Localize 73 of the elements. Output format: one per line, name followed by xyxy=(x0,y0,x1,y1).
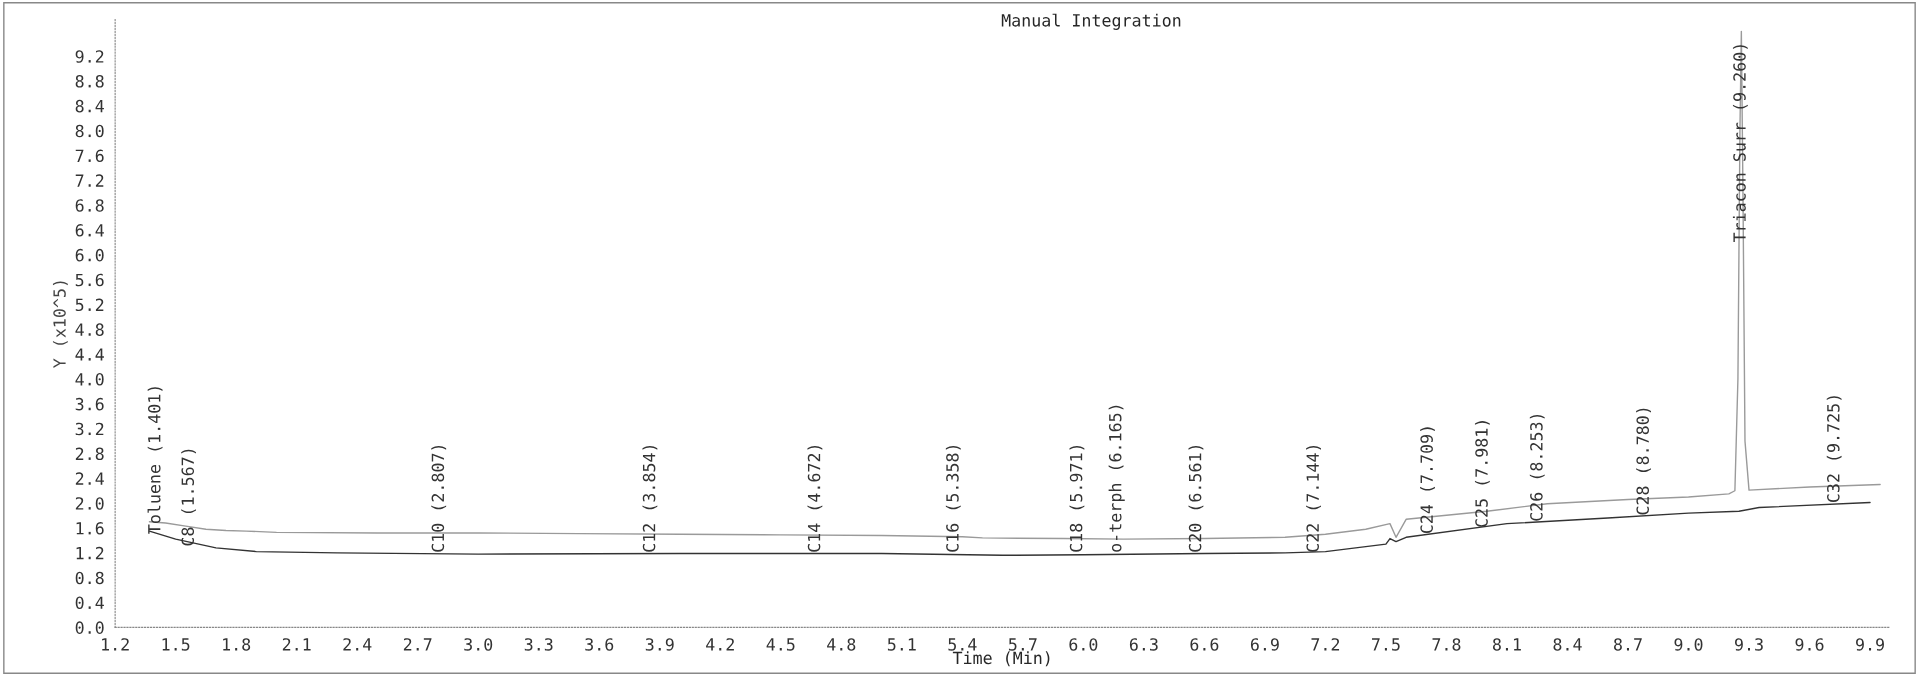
annotation: C28 (8.780) xyxy=(1636,408,1651,515)
x-tick-label: 3.3 xyxy=(524,638,553,651)
x-tick-label: 7.5 xyxy=(1372,638,1400,651)
x-tick-label: 9.9 xyxy=(1856,638,1884,651)
x-tick-label: 6.3 xyxy=(1129,638,1158,651)
annotation: C26 (8.253) xyxy=(1529,414,1545,521)
y-tick-label: 4.0 xyxy=(75,373,104,386)
x-tick-label: 9.6 xyxy=(1795,638,1824,651)
annotation: o-terph (6.165) xyxy=(1108,405,1125,552)
x-tick-label: 5.1 xyxy=(887,638,916,651)
x-tick-label: 8.1 xyxy=(1492,638,1521,651)
x-tick-label: 7.8 xyxy=(1432,638,1461,651)
y-tick-label: 6.0 xyxy=(75,248,104,262)
y-tick-label: 2.4 xyxy=(75,472,104,485)
y-tick-label: 7.2 xyxy=(75,174,104,187)
y-tick-label: 3.6 xyxy=(75,397,104,411)
y-tick-label: 5.6 xyxy=(75,273,104,287)
annotation: Toluene (1.401) xyxy=(147,387,163,534)
y-tick-label: 7.6 xyxy=(75,149,104,163)
y-tick-label: 6.4 xyxy=(75,224,104,237)
x-tick-label: 6.6 xyxy=(1190,638,1219,651)
x-tick-label: 2.4 xyxy=(343,638,372,651)
annotation: C24 (7.709) xyxy=(1420,427,1435,534)
x-tick-label: 2.1 xyxy=(282,638,311,651)
x-tick-label: 1.2 xyxy=(102,638,129,651)
x-tick-label: 3.0 xyxy=(464,638,493,651)
annotation: C8 (1.567) xyxy=(181,449,197,546)
annotation: C22 (7.144) xyxy=(1306,445,1321,552)
x-tick-label: 6.9 xyxy=(1250,638,1279,651)
annotation: C10 (2.807) xyxy=(431,445,447,552)
y-tick-label: 8.8 xyxy=(75,75,104,88)
annotation: C16 (5.358) xyxy=(945,445,961,552)
annotation: C25 (7.981) xyxy=(1474,421,1490,527)
x-tick-label: 8.4 xyxy=(1553,638,1582,651)
y-tick-label: 1.2 xyxy=(76,546,104,560)
annotation: C18 (5.971) xyxy=(1069,445,1085,552)
x-tick-label: 3.6 xyxy=(585,638,614,651)
x-tick-label: 1.8 xyxy=(223,638,251,651)
y-tick-label: 4.4 xyxy=(75,348,104,361)
annotation: C12 (3.854) xyxy=(642,445,658,552)
y-tick-label: 1.6 xyxy=(76,522,104,535)
annotation: C14 (4.672) xyxy=(807,445,823,552)
annotation: C20 (6.561) xyxy=(1188,445,1204,552)
chart-title: Manual Integration xyxy=(1001,13,1181,30)
y-tick-label: 8.4 xyxy=(75,99,104,113)
x-tick-label: 5.7 xyxy=(1008,638,1037,651)
x-tick-label: 9.0 xyxy=(1674,638,1703,651)
x-tick-label: 3.9 xyxy=(645,638,674,651)
x-tick-label: 8.7 xyxy=(1614,638,1642,651)
x-tick-label: 4.8 xyxy=(827,638,856,651)
x-tick-label: 6.0 xyxy=(1069,638,1098,651)
y-tick-label: 4.8 xyxy=(75,323,104,336)
y-tick-label: 2.0 xyxy=(75,497,104,510)
annotation: Triacon Surr (9.260) xyxy=(1732,45,1748,243)
x-tick-label: 5.4 xyxy=(948,638,977,651)
y-axis-title: Y (x10^5) xyxy=(52,281,68,368)
x-tick-label: 7.2 xyxy=(1311,638,1340,651)
y-tick-label: 9.2 xyxy=(75,50,104,63)
x-tick-label: 4.2 xyxy=(706,638,734,651)
y-tick-label: 0.0 xyxy=(75,621,104,634)
x-tick-label: 2.7 xyxy=(403,638,432,651)
y-tick-label: 0.8 xyxy=(75,571,104,585)
y-tick-label: 5.2 xyxy=(75,298,104,312)
x-tick-label: 9.3 xyxy=(1735,638,1763,651)
y-tick-label: 6.8 xyxy=(75,199,104,212)
annotation: C32 (9.725) xyxy=(1826,396,1842,503)
x-axis-title: Time (Min) xyxy=(952,651,1050,667)
y-tick-label: 2.8 xyxy=(75,447,104,461)
y-tick-label: 3.2 xyxy=(75,422,104,436)
y-tick-label: 0.4 xyxy=(75,596,104,610)
x-tick-label: 4.5 xyxy=(766,638,795,651)
x-tick-label: 1.5 xyxy=(162,638,190,651)
y-tick-label: 8.0 xyxy=(75,124,104,138)
